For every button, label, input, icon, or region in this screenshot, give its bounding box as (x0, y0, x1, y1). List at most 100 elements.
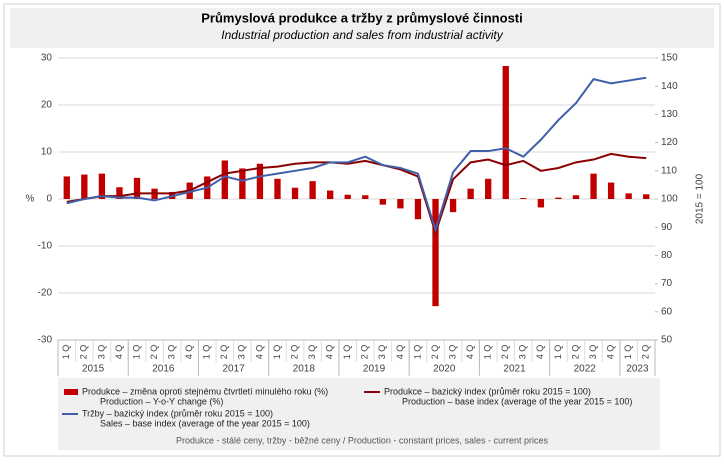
y2-tick-label: 150 (661, 53, 678, 64)
bar (520, 198, 527, 199)
x-tick-label: 4 Q (325, 345, 335, 360)
y-tick-label: -10 (38, 241, 53, 252)
y-tick-label: -20 (38, 288, 53, 299)
x-tick-label: 1 Q (553, 345, 563, 360)
bar (449, 199, 457, 213)
y2-tick-label: 140 (661, 81, 678, 92)
x-tick-label: 2 Q (360, 345, 370, 360)
year-label: 2023 (626, 364, 649, 375)
x-tick-label: 1 Q (342, 345, 352, 360)
bar (256, 163, 264, 199)
year-label: 2020 (433, 364, 456, 375)
legend-label: Tržby – bazický index (průměr roku 2015 … (82, 408, 273, 418)
y2-tick-label: 100 (661, 194, 678, 205)
x-tick-label: 3 Q (96, 345, 106, 360)
bar (221, 160, 228, 199)
x-tick-label: 2 Q (219, 345, 229, 360)
x-tick-label: 2 Q (641, 345, 651, 360)
x-tick-label: 2 Q (149, 345, 159, 360)
x-tick-label: 4 Q (395, 345, 405, 360)
bar (98, 173, 106, 199)
x-tick-label: 1 Q (483, 345, 493, 360)
x-tick-label: 2 Q (79, 345, 89, 360)
x-tick-label: 4 Q (184, 345, 194, 360)
bar (397, 199, 404, 209)
x-tick-label: 3 Q (377, 345, 387, 360)
bar (502, 65, 509, 200)
x-tick-label: 1 Q (131, 345, 141, 360)
x-tick-label: 1 Q (272, 345, 282, 360)
x-tick-label: 1 Q (412, 345, 422, 360)
y-tick-label: 30 (41, 53, 53, 64)
legend-swatch (64, 389, 78, 395)
bar (607, 182, 615, 199)
year-label: 2019 (363, 364, 386, 375)
x-tick-label: 2 Q (430, 345, 440, 360)
bar (467, 188, 474, 199)
bar (537, 199, 545, 208)
bar (116, 187, 123, 199)
line (66, 152, 647, 237)
bar (309, 181, 316, 199)
y-tick-label: 0 (46, 194, 52, 205)
x-tick-label: 3 Q (518, 345, 528, 360)
y2-tick-label: 90 (661, 222, 673, 233)
chart-subtitle: Industrial production and sales from ind… (221, 28, 503, 42)
year-label: 2015 (82, 364, 105, 375)
year-label: 2017 (222, 364, 245, 375)
year-label: 2022 (574, 364, 597, 375)
bar (555, 197, 562, 199)
bar (379, 199, 386, 205)
bar (133, 177, 141, 199)
x-tick-label: 4 Q (114, 345, 124, 360)
legend-label-en: Sales – base index (average of the year … (100, 418, 310, 428)
bar (274, 178, 281, 199)
bar (81, 174, 88, 199)
bar (485, 178, 492, 199)
x-tick-label: 1 Q (61, 345, 71, 360)
bar (63, 176, 70, 199)
y2-axis-label: 2015 = 100 (695, 173, 706, 224)
bar (643, 194, 650, 199)
x-tick-label: 3 Q (447, 345, 457, 360)
legend-label-en: Production – Y-o-Y change (%) (100, 396, 223, 406)
line (66, 76, 647, 234)
legend-label: Produkce – změna oproti stejnému čtvrtle… (82, 386, 328, 396)
x-tick-label: 4 Q (535, 345, 545, 360)
y2-tick-label: 120 (661, 137, 678, 148)
y2-tick-label: 60 (661, 306, 673, 317)
bar (362, 195, 369, 199)
bar (239, 168, 246, 199)
x-tick-label: 3 Q (588, 345, 598, 360)
y2-tick-label: 70 (661, 278, 673, 289)
x-tick-label: 3 Q (237, 345, 247, 360)
bar (414, 199, 422, 220)
y-tick-label: 20 (41, 100, 53, 111)
x-tick-label: 4 Q (254, 345, 264, 360)
x-tick-label: 2 Q (570, 345, 580, 360)
x-tick-label: 4 Q (605, 345, 615, 360)
x-tick-label: 2 Q (500, 345, 510, 360)
y-tick-label: -30 (38, 335, 53, 346)
legend-label-en: Production – base index (average of the … (402, 396, 632, 406)
bar (344, 194, 351, 199)
x-tick-label: 4 Q (465, 345, 475, 360)
bar (572, 195, 580, 199)
bar (590, 173, 597, 199)
x-tick-label: 3 Q (167, 345, 177, 360)
bar (291, 187, 299, 199)
y2-tick-label: 80 (661, 250, 673, 261)
y2-tick-label: 110 (661, 165, 677, 176)
y2-tick-label: 130 (661, 109, 678, 120)
title-band (10, 8, 714, 48)
bar (327, 190, 334, 199)
footnote: Produkce - stálé ceny, tržby - běžné cen… (176, 435, 548, 445)
y-axis-label: % (26, 194, 35, 205)
x-tick-label: 2 Q (289, 345, 299, 360)
year-label: 2021 (503, 364, 526, 375)
legend-label: Produkce – bazický index (průměr roku 20… (384, 386, 591, 396)
year-label: 2018 (293, 364, 316, 375)
legend-band (58, 378, 660, 450)
x-tick-label: 1 Q (623, 345, 633, 360)
